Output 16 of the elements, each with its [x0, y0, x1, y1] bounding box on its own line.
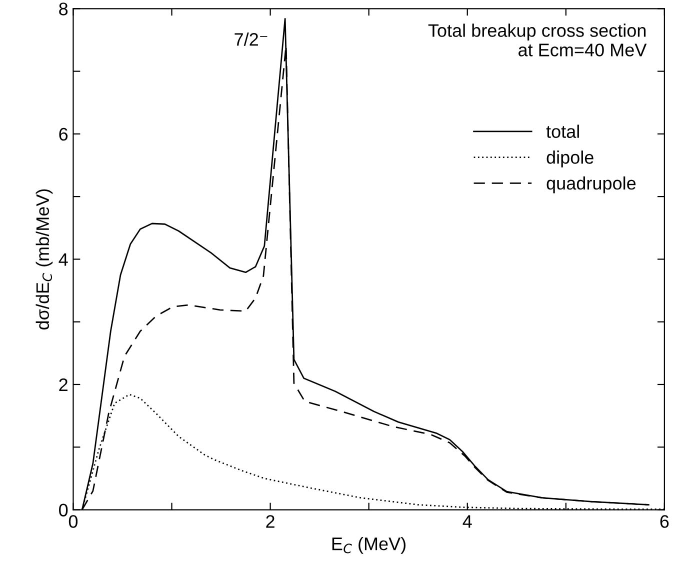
y-tick-label: 6 — [59, 128, 68, 141]
y-tick-label: 4 — [58, 253, 68, 266]
x-tick-label: 0 — [68, 515, 78, 528]
y-tick-label: 8 — [59, 2, 68, 16]
x-axis-title: E$_{C}$ (MeV) — [332, 537, 406, 554]
x-tick-label: 4 — [462, 515, 472, 528]
y-axis-title: dσ/dE$_{C}$ (mb/MeV) — [36, 189, 53, 330]
x-tick-label: 2 — [266, 515, 274, 528]
x-tick-label: 6 — [660, 515, 669, 528]
y-tick-label: 0 — [59, 504, 68, 516]
legend-label: total — [546, 124, 579, 138]
legend-label: quadrupole — [546, 176, 636, 194]
annotation: 7/2⁻ — [234, 32, 268, 46]
legend-label: dipole — [546, 150, 594, 168]
annotation: Total breakup cross section at Ecm=40 MeV — [428, 24, 647, 56]
y-tick-label: 2 — [59, 378, 68, 392]
